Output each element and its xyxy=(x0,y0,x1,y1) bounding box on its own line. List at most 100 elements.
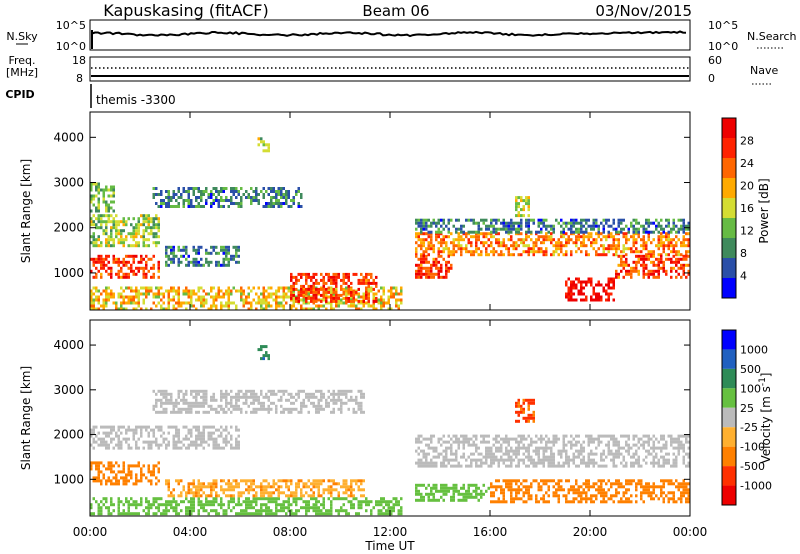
power-cell xyxy=(147,244,150,248)
power-cell xyxy=(547,238,550,242)
velocity-cell xyxy=(252,479,255,483)
velocity-cell xyxy=(560,452,563,456)
power-cell xyxy=(190,289,193,293)
velocity-cell xyxy=(215,509,218,513)
velocity-cell xyxy=(562,446,565,450)
power-cell xyxy=(687,238,690,242)
power-cell xyxy=(220,295,223,299)
velocity-cell xyxy=(660,437,663,441)
velocity-cell xyxy=(227,407,230,411)
velocity-cell xyxy=(535,446,538,450)
velocity-cell xyxy=(170,395,173,399)
power-cell xyxy=(112,209,115,213)
power-cell xyxy=(682,257,685,261)
velocity-cell xyxy=(627,437,630,441)
power-cell xyxy=(465,244,468,248)
velocity-cell xyxy=(512,452,515,456)
power-cell xyxy=(170,248,173,252)
velocity-cell xyxy=(167,401,170,405)
velocity-cell xyxy=(417,446,420,450)
power-cell xyxy=(147,238,150,242)
velocity-cell xyxy=(117,443,120,447)
power-cell xyxy=(175,307,178,311)
power-cell xyxy=(140,266,143,270)
power-cell xyxy=(322,295,325,299)
power-cell xyxy=(345,286,348,290)
velocity-cell xyxy=(625,440,628,444)
velocity-cell xyxy=(597,440,600,444)
velocity-cell xyxy=(92,476,95,480)
power-cell xyxy=(482,235,485,239)
velocity-cell xyxy=(490,482,493,486)
power-cell xyxy=(267,301,270,305)
power-cell xyxy=(317,298,320,302)
velocity-cell xyxy=(582,446,585,450)
power-cell xyxy=(592,292,595,296)
power-cell xyxy=(472,253,475,257)
power-cell xyxy=(122,238,125,242)
power-cell xyxy=(142,244,145,248)
power-cell xyxy=(125,307,128,311)
power-cell xyxy=(112,194,115,198)
power-cell xyxy=(465,232,468,236)
velocity-cell xyxy=(505,500,508,504)
velocity-cell xyxy=(190,392,193,396)
power-cell xyxy=(565,221,568,225)
velocity-cell xyxy=(312,482,315,486)
power-cell xyxy=(562,253,565,257)
power-cell xyxy=(672,224,675,228)
power-cell xyxy=(137,223,140,227)
power-cell xyxy=(672,250,675,254)
power-cell xyxy=(435,221,438,225)
velocity-cell xyxy=(115,479,118,483)
velocity-cell xyxy=(187,410,190,414)
velocity-cell xyxy=(235,512,238,516)
power-cell xyxy=(135,301,138,305)
velocity-cell xyxy=(495,479,498,483)
velocity-cell xyxy=(237,497,240,501)
velocity-cell xyxy=(137,464,140,468)
velocity-cell xyxy=(685,434,688,438)
power-cell xyxy=(360,307,363,311)
power-cell xyxy=(615,275,618,279)
velocity-cell xyxy=(470,464,473,468)
power-cell xyxy=(547,235,550,239)
power-cell xyxy=(612,241,615,245)
velocity-cell xyxy=(485,446,488,450)
power-cell xyxy=(585,250,588,254)
velocity-cell xyxy=(670,464,673,468)
power-cell xyxy=(547,230,550,234)
power-cell xyxy=(145,214,148,218)
velocity-cell xyxy=(490,491,493,495)
velocity-cell xyxy=(527,485,530,489)
velocity-cell xyxy=(575,443,578,447)
velocity-cell xyxy=(155,443,158,447)
velocity-cell xyxy=(552,455,555,459)
power-cell xyxy=(150,220,153,224)
power-cell xyxy=(167,190,170,193)
power-cell xyxy=(105,229,108,233)
velocity-cell xyxy=(312,494,315,498)
power-cell xyxy=(417,257,420,261)
power-cell xyxy=(347,287,350,291)
velocity-cell xyxy=(497,434,500,438)
velocity-cell xyxy=(237,404,240,408)
power-cell xyxy=(365,293,368,297)
power-cell xyxy=(487,227,490,231)
velocity-cell xyxy=(320,404,323,408)
velocity-cell xyxy=(275,500,278,504)
velocity-cell xyxy=(390,509,393,513)
power-cell xyxy=(307,289,310,293)
velocity-cell xyxy=(300,401,303,405)
velocity-cell xyxy=(180,479,183,483)
power-cell xyxy=(510,221,513,225)
power-cell xyxy=(172,251,175,255)
velocity-cell xyxy=(177,446,180,450)
velocity-cell xyxy=(382,512,385,516)
velocity-cell xyxy=(295,491,298,495)
velocity-cell xyxy=(307,506,310,510)
power-cell xyxy=(267,193,270,196)
power-cell xyxy=(232,202,235,205)
power-cell xyxy=(95,238,98,242)
power-cell xyxy=(550,232,553,236)
